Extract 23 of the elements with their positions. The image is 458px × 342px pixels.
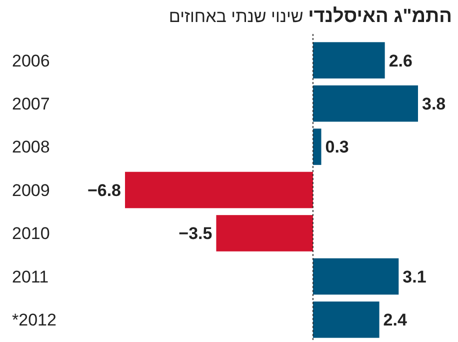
data-label: 2.4 bbox=[383, 310, 408, 330]
y-tick-label: 2010 bbox=[12, 224, 50, 244]
y-tick-label: 2007 bbox=[12, 94, 50, 114]
bar bbox=[125, 172, 313, 208]
bar bbox=[312, 42, 385, 78]
bar bbox=[312, 258, 399, 295]
bar bbox=[312, 85, 418, 122]
y-tick-label: 2011 bbox=[12, 267, 49, 286]
data-label: 3.1 bbox=[402, 267, 426, 286]
chart-title: התמ"ג האיסלנדי bbox=[308, 6, 452, 27]
y-tick-label: 2006 bbox=[12, 51, 50, 70]
data-label: 0.3 bbox=[325, 138, 349, 157]
data-label: −6.8 bbox=[87, 180, 121, 200]
data-label: 2.6 bbox=[388, 51, 412, 70]
y-tick-label: *2012 bbox=[12, 310, 56, 330]
y-tick-label: 2009 bbox=[12, 180, 50, 200]
y-tick-label: 2008 bbox=[12, 138, 50, 157]
bar bbox=[312, 128, 322, 165]
bar bbox=[312, 302, 380, 338]
data-label: 3.8 bbox=[422, 94, 446, 114]
bar bbox=[216, 215, 313, 252]
chart-subtitle: שינוי שנתי באחוזים bbox=[168, 7, 308, 26]
data-label: −3.5 bbox=[178, 224, 212, 244]
